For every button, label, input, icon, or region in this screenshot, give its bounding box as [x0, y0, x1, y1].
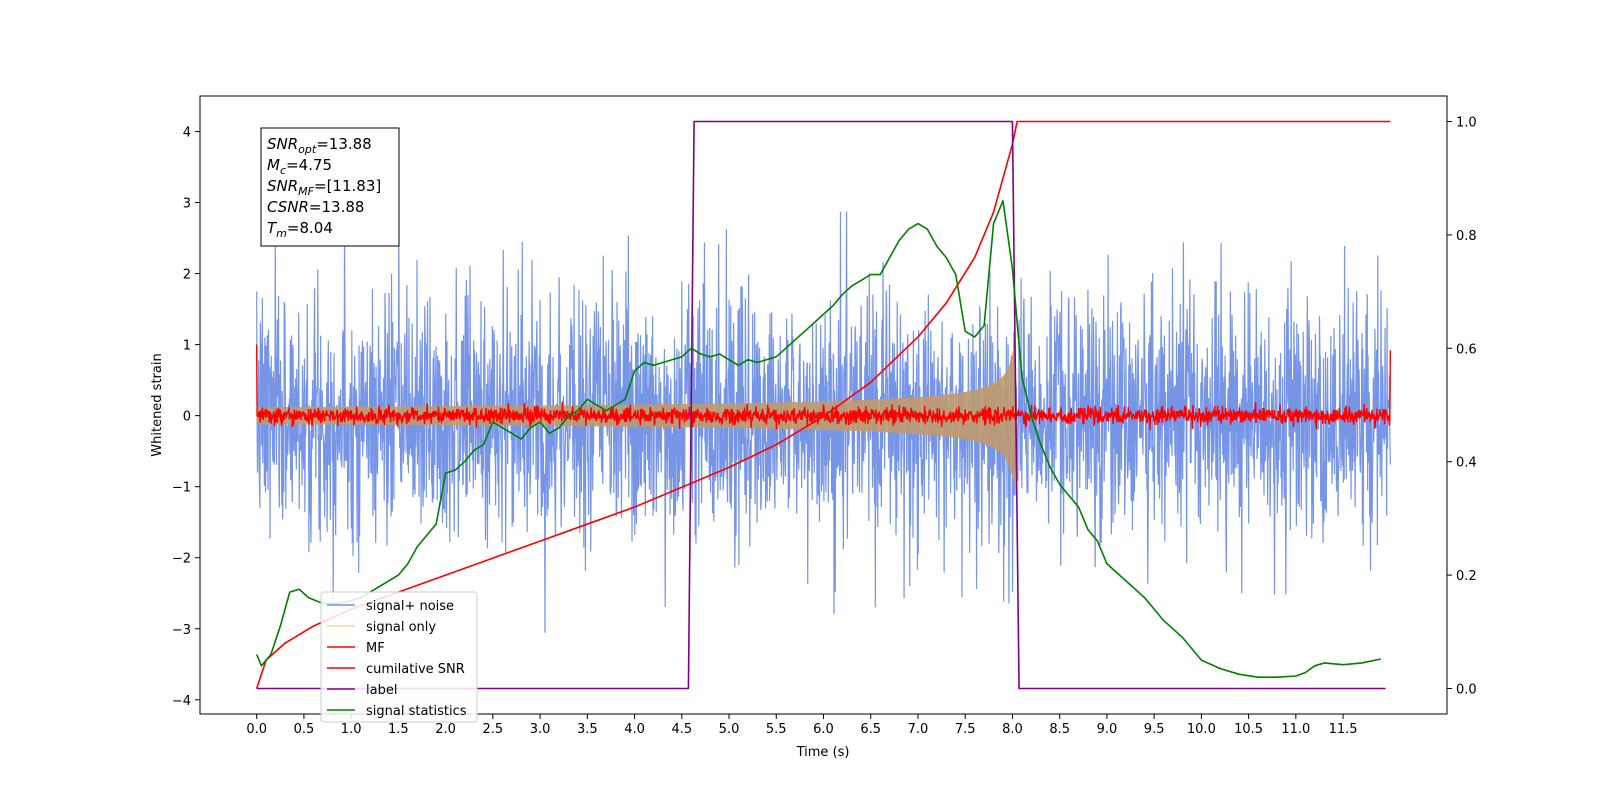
annotation-symbol: M	[267, 156, 280, 174]
x-tick-label: 4.0	[624, 722, 645, 737]
y-axis-left: −4 −3 −2 −1 0 1 2 3 4	[172, 126, 200, 709]
x-tick-label: 10.0	[1187, 722, 1216, 737]
annotation-symbol: SNR	[267, 135, 298, 153]
annotation-value: =13.88	[316, 135, 372, 153]
y-axis-label: Whitened strain	[150, 353, 165, 456]
x-tick-label: 8.5	[1049, 722, 1070, 737]
plot-layer	[255, 120, 1392, 690]
y-right-tick-label: 0.6	[1456, 342, 1477, 357]
annotation-line: CSNR=13.88	[267, 198, 364, 216]
y-right-tick-label: 1.0	[1456, 116, 1477, 131]
annotation-symbol: SNR	[267, 177, 298, 195]
x-tick-label: 9.5	[1144, 722, 1165, 737]
legend-frame	[320, 591, 478, 723]
x-tick-label: 0.0	[246, 722, 267, 737]
y-axis-right: 0.0 0.2 0.4 0.6 0.8 1.0	[1447, 116, 1477, 697]
y-right-tick-label: 0.2	[1456, 569, 1477, 584]
x-axis-label: Time (s)	[796, 745, 850, 760]
x-tick-label: 7.5	[955, 722, 976, 737]
x-tick-label: 5.0	[719, 722, 740, 737]
x-tick-label: 6.5	[860, 722, 881, 737]
legend-entry: cumilative SNR	[366, 662, 465, 677]
x-tick-label: 3.5	[577, 722, 598, 737]
legend-entry: signal statistics	[366, 704, 467, 719]
series-mf	[255, 344, 1392, 431]
x-tick-label: 3.0	[530, 722, 551, 737]
legend-entry: MF	[366, 641, 385, 656]
annotation-value: =8.04	[287, 219, 333, 237]
x-tick-label: 11.5	[1329, 722, 1358, 737]
y-right-tick-label: 0.4	[1456, 456, 1477, 471]
annotation-line: Tm=8.04	[267, 219, 333, 240]
x-tick-label: 1.5	[388, 722, 409, 737]
annotation-line: SNRMF=[11.83]	[267, 177, 381, 198]
x-tick-label: 0.5	[294, 722, 315, 737]
x-tick-label: 2.0	[435, 722, 456, 737]
annotation-box: SNRopt=13.88Mc=4.75SNRMF=[11.83]CSNR=13.…	[260, 127, 400, 247]
annotation-subscript: m	[276, 227, 287, 240]
x-tick-label: 10.5	[1234, 722, 1263, 737]
annotation-value: =[11.83]	[314, 177, 381, 195]
series-signal-statistics	[255, 200, 1382, 678]
x-tick-label: 2.5	[483, 722, 504, 737]
y-left-tick-label: 3	[183, 197, 191, 212]
y-left-tick-label: −4	[172, 694, 191, 709]
annotation-line: SNRopt=13.88	[267, 135, 372, 156]
series-signal-noise	[256, 211, 1391, 633]
x-tick-label: 8.0	[1002, 722, 1023, 737]
y-left-tick-label: 4	[183, 126, 191, 141]
x-tick-label: 1.0	[341, 722, 362, 737]
x-tick-label: 11.0	[1281, 722, 1310, 737]
annotation-subscript: opt	[298, 143, 317, 156]
y-left-tick-label: −2	[172, 552, 191, 567]
y-right-tick-label: 0.0	[1456, 682, 1477, 697]
y-left-tick-label: −3	[172, 623, 191, 638]
annotation-subscript: c	[280, 164, 286, 177]
legend-entry: signal+ noise	[366, 599, 454, 614]
x-tick-label: 7.0	[908, 722, 929, 737]
x-tick-label: 4.5	[671, 722, 692, 737]
series-label	[256, 120, 1386, 690]
y-left-tick-label: 2	[183, 268, 191, 283]
annotation-symbol: CSNR	[267, 198, 309, 216]
x-tick-label: 6.0	[813, 722, 834, 737]
annotation-subscript: MF	[298, 185, 314, 198]
legend-entry: signal only	[366, 620, 436, 635]
x-axis: 0.0 0.5 1.0 1.5 2.0 2.5 3.0 3.5 4.0 4.5 5.0 5.5 6.0 6…	[246, 714, 1358, 737]
legend-entry: label	[366, 683, 397, 698]
y-left-tick-label: 0	[183, 410, 191, 425]
annotation-value: =4.75	[286, 156, 332, 174]
legend: signal+ noise signal only MF cumilative SNR…	[320, 591, 478, 723]
annotation-value: =13.88	[309, 198, 365, 216]
annotation-symbol: T	[267, 219, 278, 237]
x-tick-label: 5.5	[766, 722, 787, 737]
annotation-frame	[260, 127, 400, 247]
y-left-tick-label: −1	[172, 481, 191, 496]
x-tick-label: 9.0	[1097, 722, 1118, 737]
y-left-tick-label: 1	[183, 339, 191, 354]
y-right-tick-label: 0.8	[1456, 229, 1477, 244]
annotation-line: Mc=4.75	[267, 156, 332, 177]
